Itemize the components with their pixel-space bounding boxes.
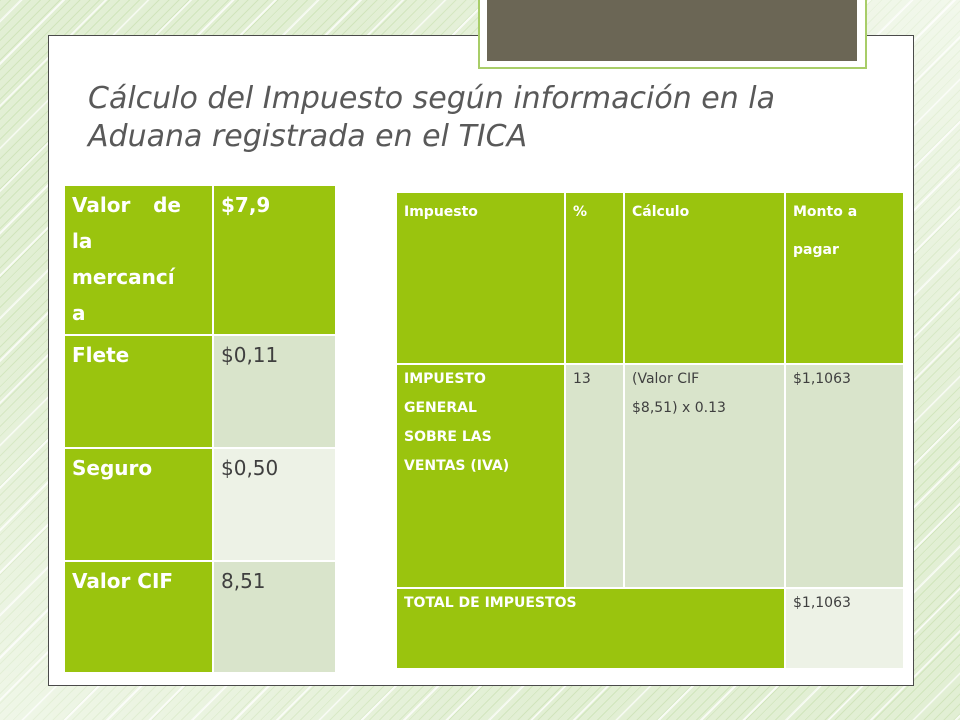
total-amount-cell: $1,1063 <box>786 589 903 668</box>
tax-rate-cell: 13 <box>566 365 623 587</box>
row-label-cell-insurance: Seguro <box>65 449 212 560</box>
row-label-cell-cif-value: Valor CIF <box>65 562 212 672</box>
tax-amount-cell: $1,1063 <box>786 365 903 587</box>
header-percent: % <box>566 193 623 363</box>
header-calculation: Cálculo <box>625 193 784 363</box>
row-value-merchandise-value: $7,9 <box>214 186 335 334</box>
row-value-cif-value: 8,51 <box>214 562 335 672</box>
tax-calculation-table: Impuesto % Cálculo Monto a pagar IMPUEST… <box>397 193 903 668</box>
row-label-cif-value: Valor CIF <box>72 569 174 593</box>
tax-formula-cell: (Valor CIF $8,51) x 0.13 <box>625 365 784 587</box>
header-tax-name: Impuesto <box>397 193 564 363</box>
row-label-insurance: Seguro <box>72 456 153 480</box>
row-label-freight: Flete <box>72 343 130 367</box>
row-value-freight: $0,11 <box>214 336 335 447</box>
customs-values-table: Valor de la mercancía $7,9 Flete $0,11 S… <box>65 186 335 672</box>
tax-name: IMPUESTO GENERAL SOBRE LAS VENTAS (IVA) <box>404 371 510 474</box>
tax-name-cell: IMPUESTO GENERAL SOBRE LAS VENTAS (IVA) <box>397 365 564 587</box>
title-tab-decoration <box>487 0 857 61</box>
header-amount-due: Monto a pagar <box>786 193 903 363</box>
title-tab-frame <box>478 0 867 69</box>
row-label-merchandise-value: Valor de la mercancía <box>72 193 181 325</box>
total-label-cell: TOTAL DE IMPUESTOS <box>397 589 784 668</box>
tax-formula: (Valor CIF $8,51) x 0.13 <box>632 371 726 416</box>
row-label-cell-merchandise-value: Valor de la mercancía <box>65 186 212 334</box>
row-value-insurance: $0,50 <box>214 449 335 560</box>
row-label-cell-freight: Flete <box>65 336 212 447</box>
slide-title: Cálculo del Impuesto según información e… <box>88 81 775 154</box>
